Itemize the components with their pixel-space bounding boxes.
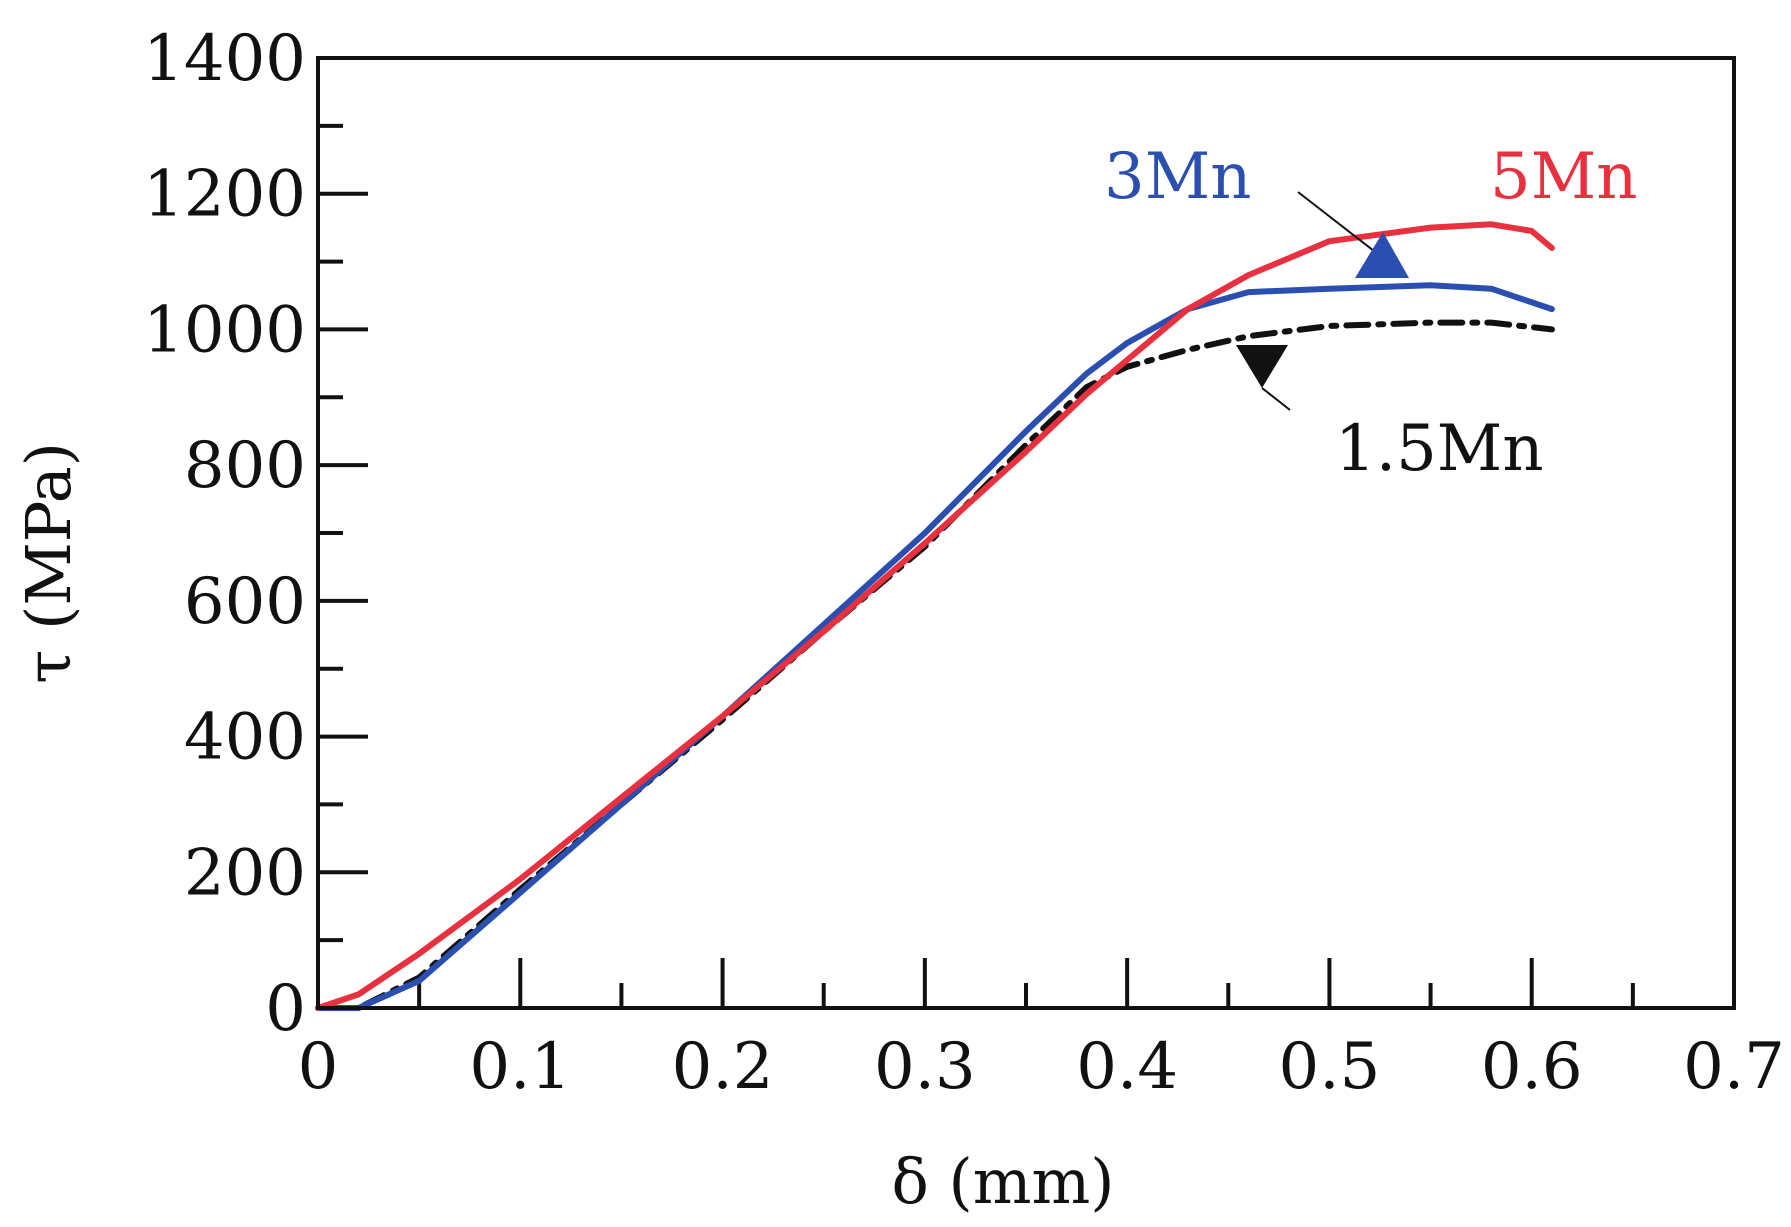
- x-tick-label: 0.5: [1279, 1030, 1381, 1104]
- x-tick-label: 0.1: [469, 1030, 571, 1104]
- x-tick-label: 0.7: [1683, 1030, 1785, 1104]
- x-tick-label: 0.6: [1481, 1030, 1583, 1104]
- series-group: [315, 221, 1555, 1011]
- y-tick-label: 1200: [143, 158, 306, 232]
- series-label-3mn: 3Mn: [1104, 140, 1251, 214]
- tick-labels: 0 0.1 0.2 0.3 0.4 0.5 0.6 0.7 0 200 400 600 800 1000 1…: [143, 22, 1785, 1104]
- y-tick-label: 400: [184, 701, 306, 775]
- plot-frame: [316, 56, 1736, 1010]
- triangle-down-marker-1-5mn: [1236, 345, 1288, 388]
- leader-line-3mn: [1297, 191, 1384, 259]
- x-tick-label: 0.2: [672, 1030, 774, 1104]
- y-tick-label: 200: [184, 836, 306, 910]
- y-tick-label: 0: [265, 972, 306, 1046]
- x-tick-label: 0.4: [1076, 1030, 1178, 1104]
- triangle-up-marker-3mn: [1355, 232, 1409, 278]
- leader-line-1-5mn: [1261, 387, 1291, 411]
- x-tick-label: 0.3: [874, 1030, 976, 1104]
- series-label-5mn: 5Mn: [1490, 140, 1637, 214]
- y-tick-label: 1000: [143, 293, 306, 367]
- y-tick-label: 1400: [143, 22, 306, 96]
- series-label-1-5mn: 1.5Mn: [1335, 412, 1544, 486]
- y-axis-label: τ (MPa): [12, 442, 85, 684]
- y-tick-label: 600: [184, 565, 306, 639]
- axis-ticks: [316, 56, 1736, 1010]
- x-axis-label: δ (mm): [892, 1145, 1115, 1218]
- y-tick-label: 800: [184, 429, 306, 503]
- series-line-5mn: [315, 221, 1555, 1011]
- x-tick-label: 0: [298, 1030, 339, 1104]
- series-line-3mn: [315, 282, 1555, 1011]
